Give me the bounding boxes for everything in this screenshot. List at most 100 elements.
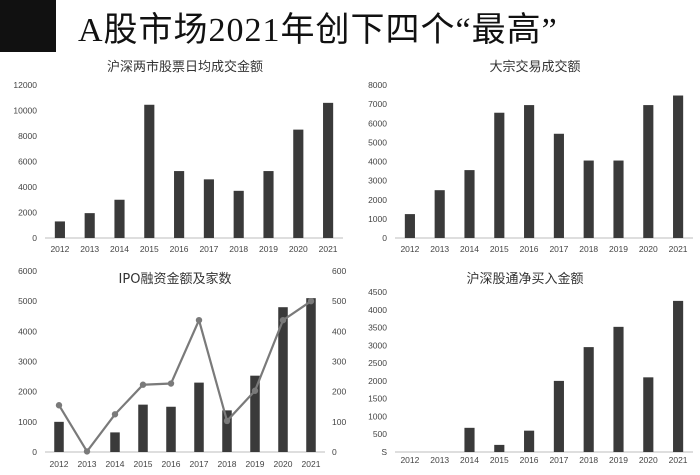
y2-tick-label: 500: [332, 296, 346, 306]
x-tick-label: 2017: [199, 244, 218, 254]
y-tick-label: 0: [32, 233, 37, 243]
y-tick-label: 4000: [18, 182, 37, 192]
x-tick-label: 2013: [430, 244, 449, 254]
x-tick-label: 2020: [274, 459, 293, 469]
x-tick-label: 2012: [50, 459, 69, 469]
bar: [194, 382, 204, 452]
bar: [553, 133, 564, 238]
bar: [54, 421, 64, 452]
line-point: [307, 297, 315, 305]
bar: [138, 404, 148, 452]
y-tick-label: 0: [382, 233, 387, 243]
x-tick-label: 2014: [460, 244, 479, 254]
y2-tick-label: 100: [332, 417, 346, 427]
y-tick-label: 4000: [18, 326, 37, 336]
bar: [673, 300, 684, 452]
bar: [110, 432, 120, 452]
y2-tick-label: 400: [332, 326, 346, 336]
bar: [144, 104, 155, 238]
x-tick-label: 2021: [669, 244, 688, 254]
bar: [464, 170, 475, 238]
x-tick-label: 2021: [669, 455, 688, 465]
x-tick-label: 2015: [140, 244, 159, 254]
x-tick-label: 2013: [78, 459, 97, 469]
bar: [494, 444, 505, 452]
y-tick-label: 8000: [18, 131, 37, 141]
y-tick-label: 2000: [368, 195, 387, 205]
x-tick-label: 2018: [579, 455, 598, 465]
x-tick-label: 2014: [110, 244, 129, 254]
chart-daily-turnover: 沪深两市股票日均成交金额 0 2000 4000 6000 8000 10000 12000 2…: [13, 59, 343, 254]
x-tick-label: 2020: [639, 455, 658, 465]
x-tick-label: 2014: [106, 459, 125, 469]
y-tick-label: 2000: [368, 376, 387, 386]
y-tick-label: 8000: [368, 80, 387, 90]
x-tick-label: 2021: [319, 244, 338, 254]
bar: [583, 160, 594, 238]
y-tick-label: 6000: [18, 157, 37, 167]
y-tick-label: 12000: [13, 80, 37, 90]
line-point: [139, 381, 147, 388]
x-tick-label: 2015: [134, 459, 153, 469]
x-tick-label: 2018: [218, 459, 237, 469]
x-tick-label: 2019: [259, 244, 278, 254]
bar: [114, 199, 125, 238]
header-black-block: [0, 0, 56, 52]
bar: [166, 406, 176, 452]
y-tick-label: 6000: [368, 118, 387, 128]
line-point: [195, 316, 203, 324]
y-tick-label: 6000: [18, 266, 37, 276]
chart-title: 大宗交易成交额: [489, 59, 580, 75]
bar: [174, 171, 185, 238]
line-point: [83, 448, 91, 455]
bar: [583, 347, 594, 452]
line-point: [111, 411, 119, 418]
y-tick-label: 7000: [368, 99, 387, 109]
x-tick-label: 2017: [549, 244, 568, 254]
line-point: [223, 417, 231, 425]
y-tick-label: 5000: [368, 137, 387, 147]
bar: [613, 160, 624, 238]
bar: [84, 213, 95, 238]
y-tick-label: S: [381, 447, 387, 457]
x-tick-label: 2018: [579, 244, 598, 254]
bar: [673, 95, 684, 238]
y-tick-label: 4000: [368, 157, 387, 167]
y-tick-label: 5000: [18, 296, 37, 306]
bar: [203, 179, 214, 238]
bar: [524, 430, 535, 452]
bar: [643, 105, 654, 238]
y-tick-label: 1000: [368, 214, 387, 224]
bar: [306, 298, 316, 452]
y-tick-label: 4500: [368, 287, 387, 297]
x-tick-label: 2016: [162, 459, 181, 469]
bar: [553, 380, 564, 452]
y-tick-label: 3500: [368, 323, 387, 333]
x-tick-label: 2017: [190, 459, 209, 469]
bar: [464, 427, 475, 452]
bar: [613, 326, 624, 452]
chart-northbound-net-buy: 沪深股通净买入金额 S 500 1000 1500 2000 2500 3000 3500 400…: [368, 271, 693, 465]
x-tick-label: 2016: [520, 244, 539, 254]
x-tick-label: 2013: [430, 455, 449, 465]
y-tick-label: 2000: [18, 387, 37, 397]
bar: [233, 190, 244, 238]
y2-tick-label: 300: [332, 357, 346, 367]
x-tick-label: 2019: [246, 459, 265, 469]
x-tick-label: 2013: [80, 244, 99, 254]
series-line: [58, 300, 312, 454]
y-tick-label: 1000: [18, 417, 37, 427]
chart-block-trade: 大宗交易成交额 0 1000 2000 3000 4000 5000 6000 7000 8000…: [368, 59, 693, 254]
line-point: [55, 402, 63, 409]
bar: [250, 375, 260, 452]
x-tick-label: 2015: [490, 455, 509, 465]
y-tick-label: 3000: [368, 176, 387, 186]
bar: [404, 214, 415, 238]
line-point: [167, 380, 175, 387]
bar: [278, 307, 288, 452]
y-tick-label: 10000: [13, 106, 37, 116]
y-tick-label: 1500: [368, 394, 387, 404]
y-tick-label: 1000: [368, 411, 387, 421]
x-tick-label: 2019: [609, 244, 628, 254]
chart-title: 沪深两市股票日均成交金额: [107, 59, 263, 75]
